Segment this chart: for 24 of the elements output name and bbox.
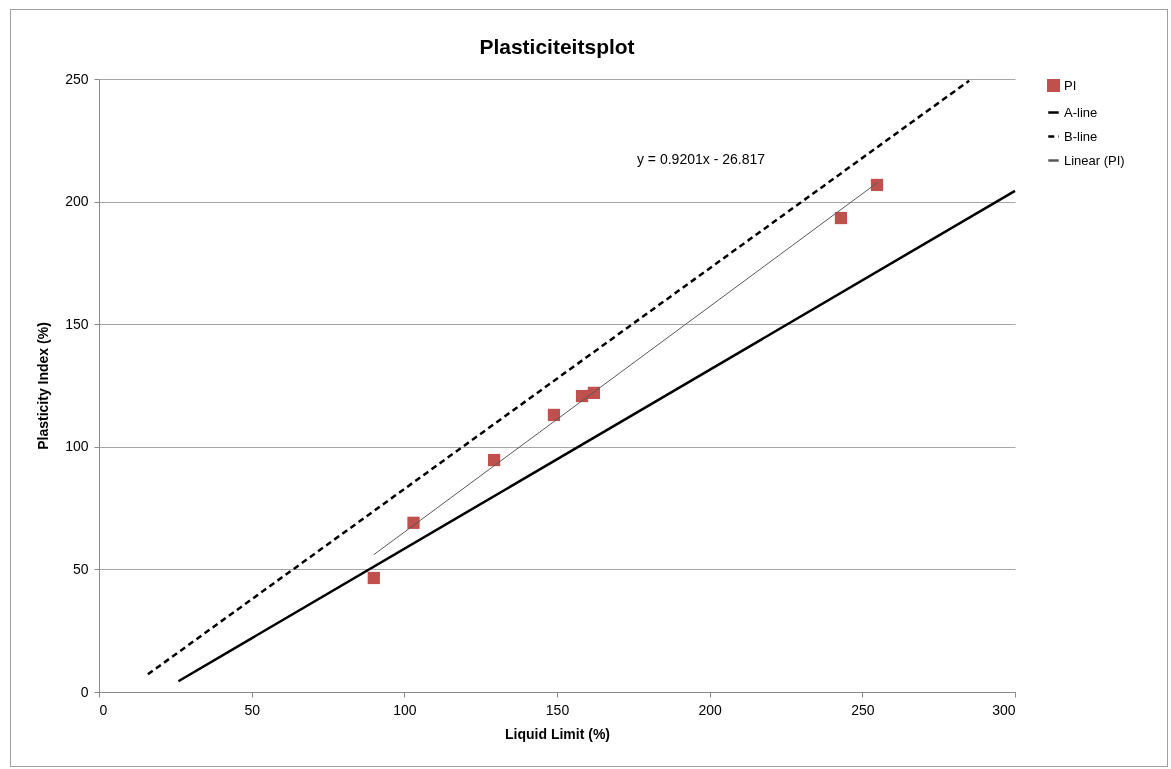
x-tick-label: 50: [244, 701, 261, 718]
x-axis-title: Liquid Limit (%): [505, 725, 610, 742]
legend-label: A-line: [1064, 104, 1098, 120]
y-tick-label: 200: [65, 193, 89, 210]
y-tick-label: 150: [65, 315, 89, 332]
point: [367, 571, 380, 585]
legend-label: B-line: [1064, 128, 1098, 144]
x-tick-label: 100: [393, 701, 417, 718]
x-tick-label: 250: [851, 701, 875, 718]
x-tick-label: 0: [99, 701, 108, 718]
point: [547, 408, 561, 422]
y-tick-label: 250: [65, 70, 89, 87]
chart-title: Plasticiteitsplot: [479, 35, 635, 58]
y-tick-label: 0: [80, 683, 89, 700]
x-tick-label: 300: [992, 701, 1016, 718]
point: [834, 211, 848, 225]
y-axis-title: Plasticity Index (%): [35, 322, 52, 450]
legend-label: PI: [1064, 77, 1077, 93]
annotation: y = 0.9201x - 26.817: [636, 151, 766, 167]
legend-label: Linear (PI): [1064, 152, 1125, 168]
y-tick-label: 50: [72, 560, 89, 577]
x-tick-label: 150: [545, 701, 570, 718]
y-tick-label: 100: [65, 438, 89, 455]
x-tick-label: 200: [698, 701, 723, 718]
